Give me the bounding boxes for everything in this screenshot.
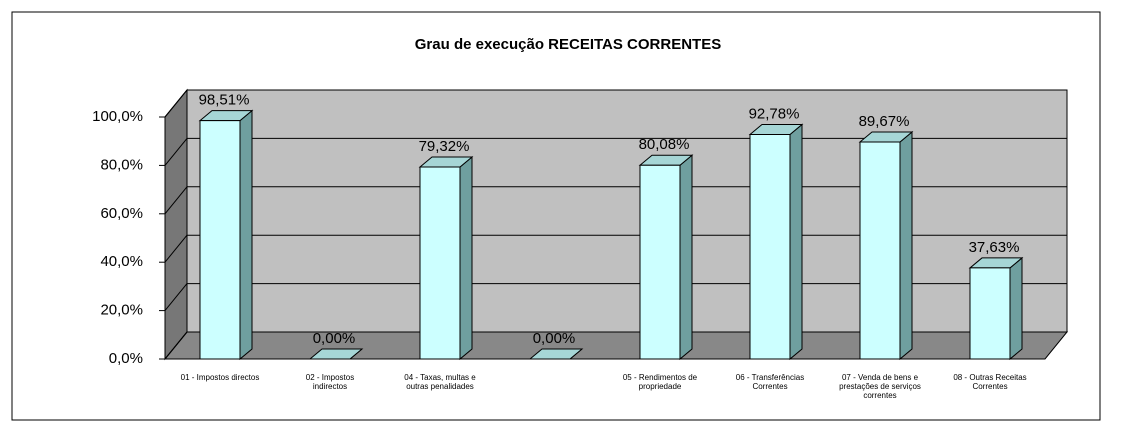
data-label: 98,51% bbox=[199, 92, 250, 109]
grid-line bbox=[164, 283, 188, 311]
bar-face bbox=[1009, 256, 1023, 361]
grid-line bbox=[164, 138, 188, 166]
bar-face bbox=[639, 164, 681, 360]
y-tick-label: 20,0% bbox=[100, 302, 143, 319]
grid-line bbox=[164, 186, 188, 215]
data-label: 0,00% bbox=[533, 330, 576, 347]
bar bbox=[308, 348, 364, 360]
data-label: 80,08% bbox=[639, 136, 690, 153]
bar-face bbox=[969, 267, 1011, 360]
y-tick-label: 60,0% bbox=[100, 205, 143, 222]
y-tick-label: 100,0% bbox=[92, 108, 143, 125]
bar-face bbox=[679, 154, 693, 361]
data-label: 92,78% bbox=[749, 105, 800, 122]
x-tick-label: 05 - Rendimentos de propriedade bbox=[622, 373, 698, 391]
bar-face bbox=[899, 130, 913, 361]
bar-face bbox=[789, 123, 803, 361]
y-tick-label: 40,0% bbox=[100, 253, 143, 270]
bar-face bbox=[419, 166, 461, 360]
bar-face bbox=[749, 133, 791, 360]
bar bbox=[748, 123, 804, 361]
bar bbox=[968, 256, 1024, 361]
y-tick-label: 80,0% bbox=[100, 156, 143, 173]
bar-face bbox=[199, 120, 241, 360]
grid-line bbox=[164, 331, 188, 360]
side-wall bbox=[164, 88, 188, 361]
bar-face bbox=[239, 109, 253, 361]
bar-face bbox=[459, 155, 473, 361]
data-label: 79,32% bbox=[419, 138, 470, 155]
x-tick-label: 04 - Taxas, multas e outras penalidades bbox=[404, 373, 476, 391]
x-tick-label: 01 - Impostos directos bbox=[180, 373, 260, 382]
bar bbox=[418, 155, 474, 361]
bar bbox=[528, 348, 584, 360]
grid-line bbox=[164, 234, 188, 263]
bar bbox=[198, 109, 254, 361]
back-wall bbox=[186, 89, 1068, 333]
bar bbox=[638, 154, 694, 361]
bar-face bbox=[859, 141, 901, 360]
x-tick-label: 07 - Venda de bens e prestações de servi… bbox=[839, 373, 921, 400]
bar bbox=[858, 130, 914, 361]
data-label: 0,00% bbox=[313, 330, 356, 347]
chart-title: Grau de execução RECEITAS CORRENTES bbox=[415, 36, 721, 53]
floor bbox=[163, 331, 1069, 360]
x-tick-label: 02 - Impostos indirectos bbox=[305, 373, 355, 391]
grid-line bbox=[164, 89, 188, 118]
data-label: 37,63% bbox=[969, 239, 1020, 256]
x-tick-label: 06 - Transferências Correntes bbox=[735, 373, 805, 391]
x-tick-label: 08 - Outras Receitas Correntes bbox=[953, 373, 1027, 391]
y-tick-label: 0,0% bbox=[109, 350, 143, 367]
data-label: 89,67% bbox=[859, 113, 910, 130]
